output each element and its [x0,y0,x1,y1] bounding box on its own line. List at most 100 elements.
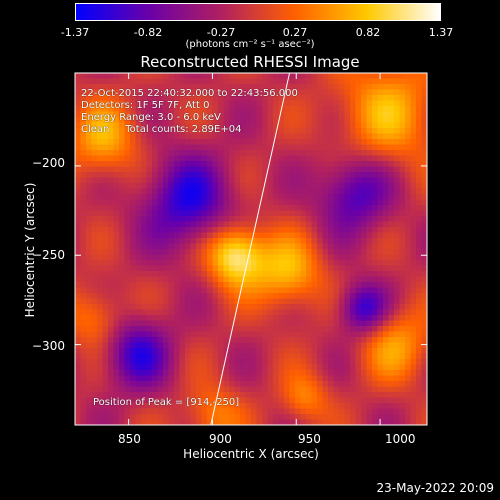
heatmap-cell [399,122,406,129]
heatmap-cell [157,122,164,129]
heatmap-cell [91,271,98,277]
heatmap-cell [108,386,114,393]
heatmap-cell [355,210,362,217]
heatmap-cell [289,155,296,162]
heatmap-cell [124,331,131,338]
heatmap-cell [410,304,417,310]
heatmap-cell [245,320,252,327]
heatmap-cell [394,243,400,250]
heatmap-cell [146,271,153,277]
heatmap-cell [251,166,257,173]
heatmap-cell [119,243,125,250]
heatmap-cell [372,298,378,305]
heatmap-cell [113,177,120,184]
heatmap-cell [405,95,411,101]
heatmap-cell [80,117,87,123]
heatmap-cell [240,243,246,250]
heatmap-cell [306,381,312,387]
heatmap-cell [350,161,356,167]
heatmap-cell [256,348,263,354]
heatmap-cell [212,227,219,233]
heatmap-cell [196,298,202,305]
heatmap-cell [152,84,158,90]
heatmap-cell [366,117,373,123]
heatmap-cell [185,128,191,134]
heatmap-cell [394,84,400,90]
heatmap-cell [124,304,131,310]
heatmap-cell [251,238,257,244]
heatmap-cell [146,199,153,206]
heatmap-cell [223,326,230,332]
heatmap-cell [377,221,384,228]
heatmap-cell [284,342,290,349]
heatmap-cell [322,84,329,90]
heatmap-cell [152,353,158,360]
heatmap-cell [284,117,290,123]
heatmap-cell [361,188,367,195]
heatmap-cell [245,95,252,101]
heatmap-cell [416,100,422,107]
heatmap-cell [179,315,186,321]
heatmap-cell [361,392,367,398]
heatmap-cell [102,381,109,387]
heatmap-cell [201,177,208,184]
heatmap-cell [201,205,208,211]
heatmap-cell [174,84,180,90]
heatmap-cell [355,188,362,195]
heatmap-cell [344,133,351,140]
heatmap-cell [372,309,378,316]
heatmap-cell [262,403,268,409]
heatmap-cell [152,337,158,343]
heatmap-cell [355,243,362,250]
heatmap-cell [124,166,131,173]
heatmap-cell [399,260,406,266]
heatmap-cell [410,128,417,134]
heatmap-cell [218,188,224,195]
heatmap-cell [223,122,230,129]
heatmap-cell [388,166,395,173]
heatmap-cell [366,128,373,134]
heatmap-cell [251,122,257,129]
heatmap-cell [75,95,81,101]
heatmap-cell [86,221,92,228]
heatmap-cell [86,353,92,360]
heatmap-cell [256,133,263,140]
heatmap-cell [262,414,268,420]
heatmap-cell [333,122,340,129]
heatmap-cell [284,128,290,134]
heatmap-cell [119,392,125,398]
heatmap-cell [245,381,252,387]
heatmap-cell [190,238,197,244]
heatmap-cell [394,293,400,299]
heatmap-cell [399,166,406,173]
heatmap-cell [196,249,202,255]
heatmap-cell [201,238,208,244]
heatmap-cell [328,265,334,272]
heatmap-cell [229,381,235,387]
heatmap-cell [317,254,323,261]
heatmap-cell [218,249,224,255]
heatmap-cell [333,95,340,101]
heatmap-cell [201,144,208,151]
heatmap-cell [80,419,87,426]
info-peak-position: Position of Peak = [914,-250] [93,397,240,408]
heatmap-cell [91,397,98,404]
heatmap-cell [174,337,180,343]
heatmap-cell [366,89,373,96]
heatmap-cell [168,375,175,382]
heatmap-cell [267,166,274,173]
heatmap-cell [416,265,422,272]
heatmap-cell [212,326,219,332]
heatmap-cell [317,221,323,228]
heatmap-cell [201,95,208,101]
heatmap-cell [75,89,81,96]
heatmap-cell [190,249,197,255]
heatmap-cell [119,348,125,354]
heatmap-cell [339,172,345,178]
heatmap-cell [416,260,422,266]
heatmap-cell [91,106,98,112]
heatmap-cell [410,100,417,107]
heatmap-cell [86,419,92,426]
heatmap-cell [383,386,389,393]
heatmap-cell [399,133,406,140]
